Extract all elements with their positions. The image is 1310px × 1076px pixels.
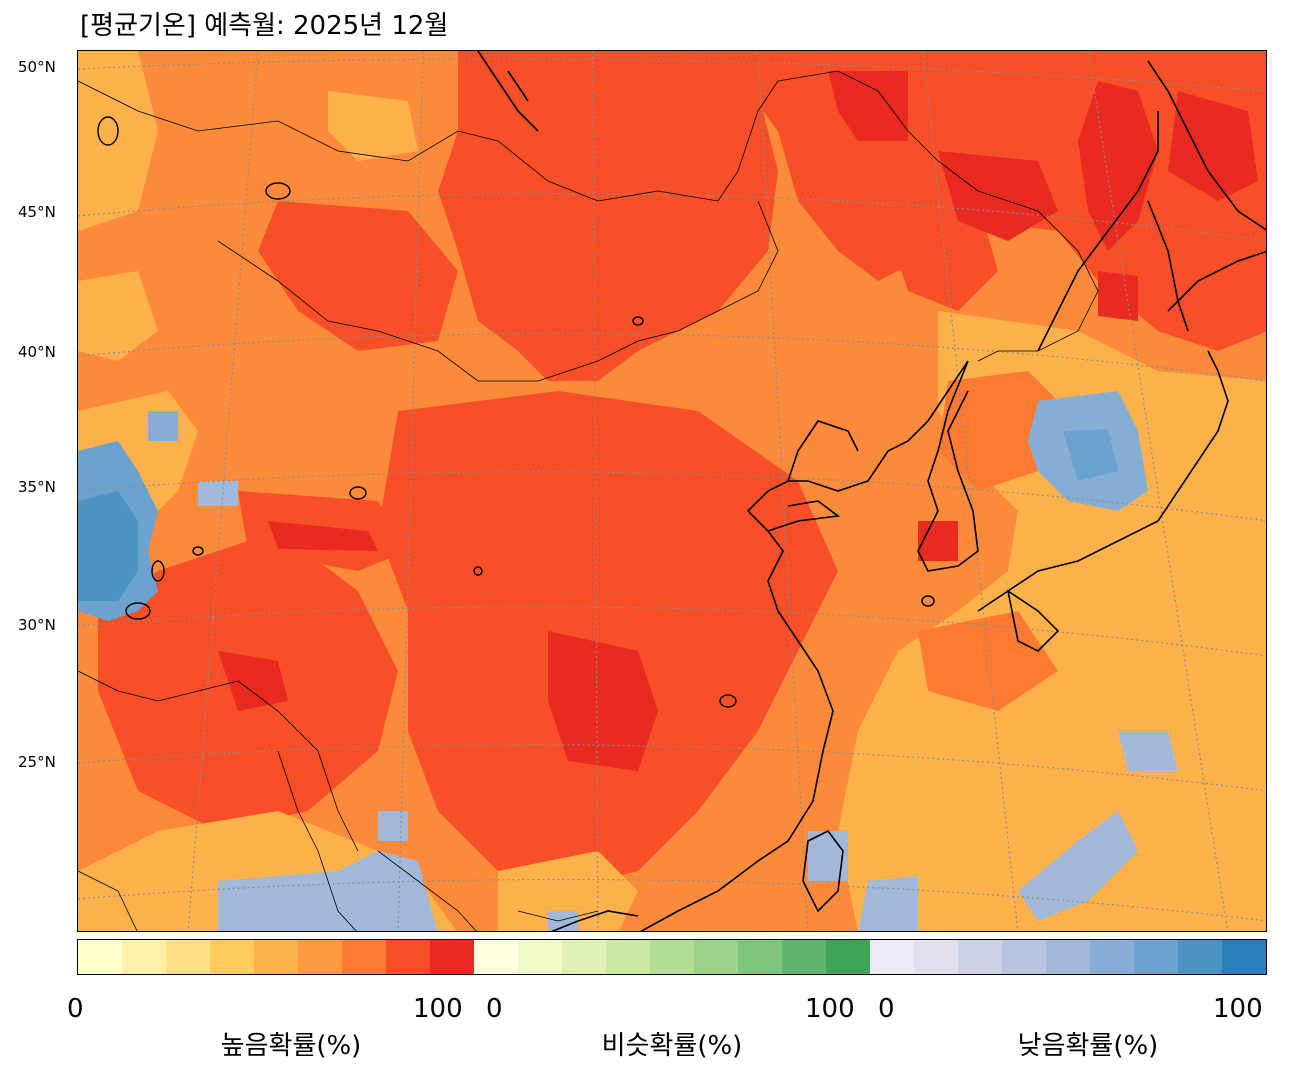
colorbar-swatch [826,940,870,974]
colorbar-swatch [78,940,122,974]
colorbar-swatch [342,940,386,974]
country-borders [78,70,1099,931]
colorbar-swatch [474,940,518,974]
coastlines [477,51,1266,931]
colorbar-low-max: 100 [1213,994,1263,1024]
colorbar-swatch [738,940,782,974]
colorbar-swatch [694,940,738,974]
colorbar-high-min: 0 [67,994,84,1024]
colorbar-high-label: 높음확률(%) [220,1031,362,1061]
colorbar-swatch [1090,940,1134,974]
colorbar-swatch [650,940,694,974]
colorbar-similar-label: 비슷확률(%) [601,1031,743,1061]
colorbar-swatch [958,940,1002,974]
high-prob-80-patch [918,371,1068,711]
colorbar-swatch [210,940,254,974]
colorbar-low [870,940,1266,974]
low-prob-regions [78,391,1178,931]
lat-label-30n: 30°N [18,616,56,634]
lat-label-40n: 40°N [18,343,56,361]
lat-label-25n: 25°N [18,753,56,771]
colorbar-swatch [254,940,298,974]
colorbar-swatch [562,940,606,974]
colorbar-swatch [122,940,166,974]
colorbar-swatch [870,940,914,974]
lat-label-35n: 35°N [18,478,56,496]
colorbar-similar [474,940,870,974]
colorbar-swatch [386,940,430,974]
colorbar-low-label: 낮음확률(%) [1017,1031,1159,1061]
colorbar-swatch [518,940,562,974]
lat-label-50n: 50°N [18,58,56,76]
colorbar-swatch [914,940,958,974]
chart-title: [평균기온] 예측월: 2025년 12월 [80,11,449,41]
lat-label-45n: 45°N [18,203,56,221]
colorbar-swatch [1222,940,1266,974]
colorbar-low-min: 0 [878,994,895,1024]
colorbar-swatch [606,940,650,974]
colorbar-swatch [1002,940,1046,974]
colorbar-swatch [1178,940,1222,974]
colorbar-similar-min: 0 [486,994,503,1024]
colorbar-swatch [166,940,210,974]
colorbar [77,939,1267,975]
graticule [78,51,1266,931]
colorbar-swatch [782,940,826,974]
forecast-map [77,50,1267,932]
lakes-islands [97,116,935,708]
colorbar-similar-max: 100 [805,994,855,1024]
colorbar-high [78,940,474,974]
colorbar-swatch [430,940,474,974]
high-prob-100-regions [218,71,1258,771]
colorbar-high-max: 100 [413,994,463,1024]
colorbar-swatch [1134,940,1178,974]
colorbar-swatch [1046,940,1090,974]
colorbar-swatch [298,940,342,974]
